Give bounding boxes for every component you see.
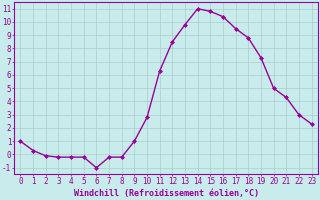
X-axis label: Windchill (Refroidissement éolien,°C): Windchill (Refroidissement éolien,°C) [74, 189, 259, 198]
